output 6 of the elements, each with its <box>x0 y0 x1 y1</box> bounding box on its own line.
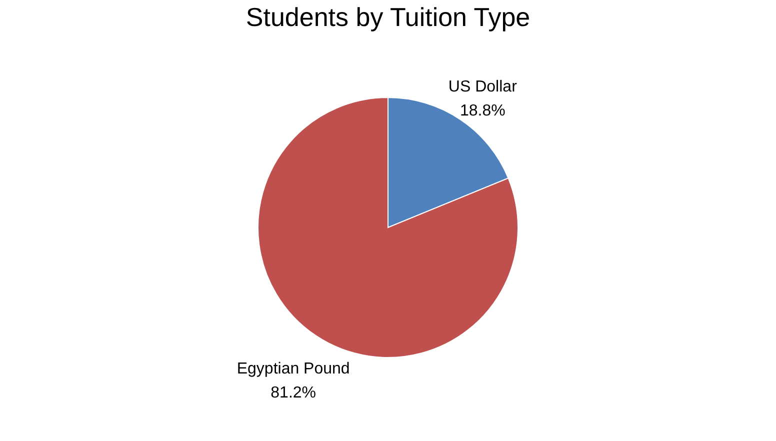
chart-title: Students by Tuition Type <box>246 2 530 32</box>
data-label: 81.2% <box>270 384 316 402</box>
slice-label: Egyptian Pound <box>236 360 350 378</box>
data-label: 18.8% <box>460 102 506 120</box>
pie-slice <box>258 97 518 358</box>
slice-label: US Dollar <box>448 78 518 96</box>
